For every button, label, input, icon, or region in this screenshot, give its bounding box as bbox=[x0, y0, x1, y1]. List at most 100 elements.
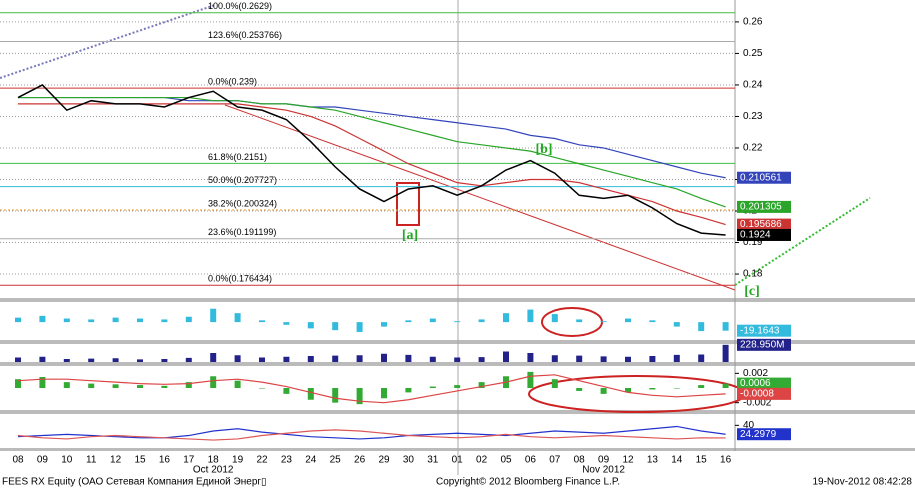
x-tick-label: 16 bbox=[720, 455, 732, 466]
bar bbox=[503, 313, 509, 323]
x-tick-label: 06 bbox=[525, 455, 537, 466]
bar bbox=[625, 318, 631, 323]
footer-bar bbox=[0, 475, 915, 488]
annotation: [b] bbox=[535, 142, 552, 157]
x-tick-label: 11 bbox=[86, 455, 97, 466]
x-tick-label: 08 bbox=[574, 455, 586, 466]
bar bbox=[527, 371, 534, 388]
x-tick-label: 05 bbox=[500, 455, 512, 466]
value-tag-label: 24.2979 bbox=[740, 429, 777, 440]
bar bbox=[63, 382, 70, 388]
x-tick-label: 18 bbox=[208, 455, 220, 466]
bar bbox=[405, 354, 412, 362]
series-line bbox=[17, 425, 726, 440]
value-tag bbox=[737, 377, 791, 390]
value-tag-label: -19.1643 bbox=[740, 325, 780, 336]
bar bbox=[283, 322, 290, 325]
bar bbox=[576, 388, 583, 391]
value-tag bbox=[737, 200, 791, 213]
x-tick-label: 29 bbox=[378, 455, 390, 466]
bar bbox=[356, 355, 363, 362]
y-tick-label: 0.26 bbox=[743, 17, 763, 28]
bar bbox=[307, 322, 314, 329]
x-tick-label: 09 bbox=[37, 455, 49, 466]
level-label: 100.0%(0.2629) bbox=[208, 1, 272, 11]
bar bbox=[210, 353, 217, 362]
value-tag bbox=[737, 218, 791, 231]
bar bbox=[39, 315, 46, 323]
bar bbox=[454, 385, 461, 388]
level-label: 0.0%(0.239) bbox=[208, 76, 257, 86]
bar bbox=[234, 380, 241, 388]
bar bbox=[283, 388, 290, 394]
bar bbox=[381, 388, 387, 399]
series-line bbox=[17, 429, 726, 441]
bar bbox=[185, 316, 192, 323]
value-tag-label: 0.201305 bbox=[740, 202, 782, 213]
bar bbox=[600, 321, 607, 323]
y-tick-label: 0.002 bbox=[743, 368, 768, 379]
x-tick-label: 10 bbox=[61, 455, 73, 466]
bar bbox=[307, 388, 314, 400]
bar bbox=[185, 357, 192, 362]
bar bbox=[137, 359, 143, 362]
month-label: Nov 2012 bbox=[582, 465, 625, 476]
bar bbox=[88, 319, 95, 323]
value-tag-label: 0.0006 bbox=[740, 378, 771, 389]
bar bbox=[454, 357, 461, 362]
bar bbox=[39, 356, 46, 362]
bar bbox=[673, 354, 680, 362]
bar bbox=[137, 385, 143, 388]
bar bbox=[698, 385, 705, 388]
bar bbox=[332, 355, 339, 362]
bar bbox=[112, 358, 119, 362]
bar bbox=[161, 359, 168, 362]
bar bbox=[405, 320, 412, 323]
level-label: 61.8%(0.2151) bbox=[208, 152, 267, 162]
x-tick-label: 01 bbox=[452, 455, 464, 466]
x-tick-label: 30 bbox=[403, 455, 415, 466]
bar bbox=[210, 308, 217, 323]
y-tick-label: 0.19 bbox=[743, 237, 763, 248]
y-tick-label: 0.23 bbox=[743, 111, 763, 122]
annotation: [a] bbox=[402, 228, 418, 243]
bar bbox=[429, 356, 436, 362]
x-tick-label: 08 bbox=[12, 455, 24, 466]
x-tick-label: 25 bbox=[330, 455, 342, 466]
bar bbox=[185, 382, 192, 388]
bar bbox=[63, 359, 70, 362]
bar bbox=[112, 384, 119, 388]
x-tick-label: 23 bbox=[281, 455, 293, 466]
value-tag-label: 228.950M bbox=[740, 339, 784, 350]
x-tick-label: 12 bbox=[622, 455, 634, 466]
y-tick-label: 0.25 bbox=[743, 48, 763, 59]
bar bbox=[673, 388, 680, 389]
bar bbox=[63, 318, 70, 323]
bar bbox=[551, 355, 558, 362]
bar bbox=[527, 309, 534, 323]
bar bbox=[527, 353, 534, 362]
bar bbox=[332, 322, 339, 331]
value-tag-label: -0.0008 bbox=[740, 389, 774, 400]
bar bbox=[551, 314, 558, 323]
bar bbox=[137, 318, 143, 323]
value-tag bbox=[737, 338, 791, 351]
bar bbox=[600, 388, 607, 394]
x-tick-label: 31 bbox=[427, 455, 439, 466]
x-tick-label: 26 bbox=[354, 455, 366, 466]
bar bbox=[15, 317, 21, 323]
bar bbox=[649, 356, 656, 362]
level-label: 23.6%(0.191199) bbox=[208, 227, 276, 237]
x-tick-label: 02 bbox=[476, 455, 488, 466]
value-tag bbox=[737, 324, 791, 337]
bar bbox=[698, 322, 705, 332]
bar bbox=[698, 354, 705, 362]
series-line bbox=[17, 84, 726, 236]
level-label: 123.6%(0.253766) bbox=[208, 30, 282, 40]
bar bbox=[88, 383, 95, 388]
value-tag bbox=[737, 228, 791, 241]
channel-line bbox=[224, 104, 736, 291]
bar bbox=[478, 382, 485, 388]
value-tag-label: 0.195686 bbox=[740, 219, 782, 230]
x-tick-label: 13 bbox=[647, 455, 659, 466]
